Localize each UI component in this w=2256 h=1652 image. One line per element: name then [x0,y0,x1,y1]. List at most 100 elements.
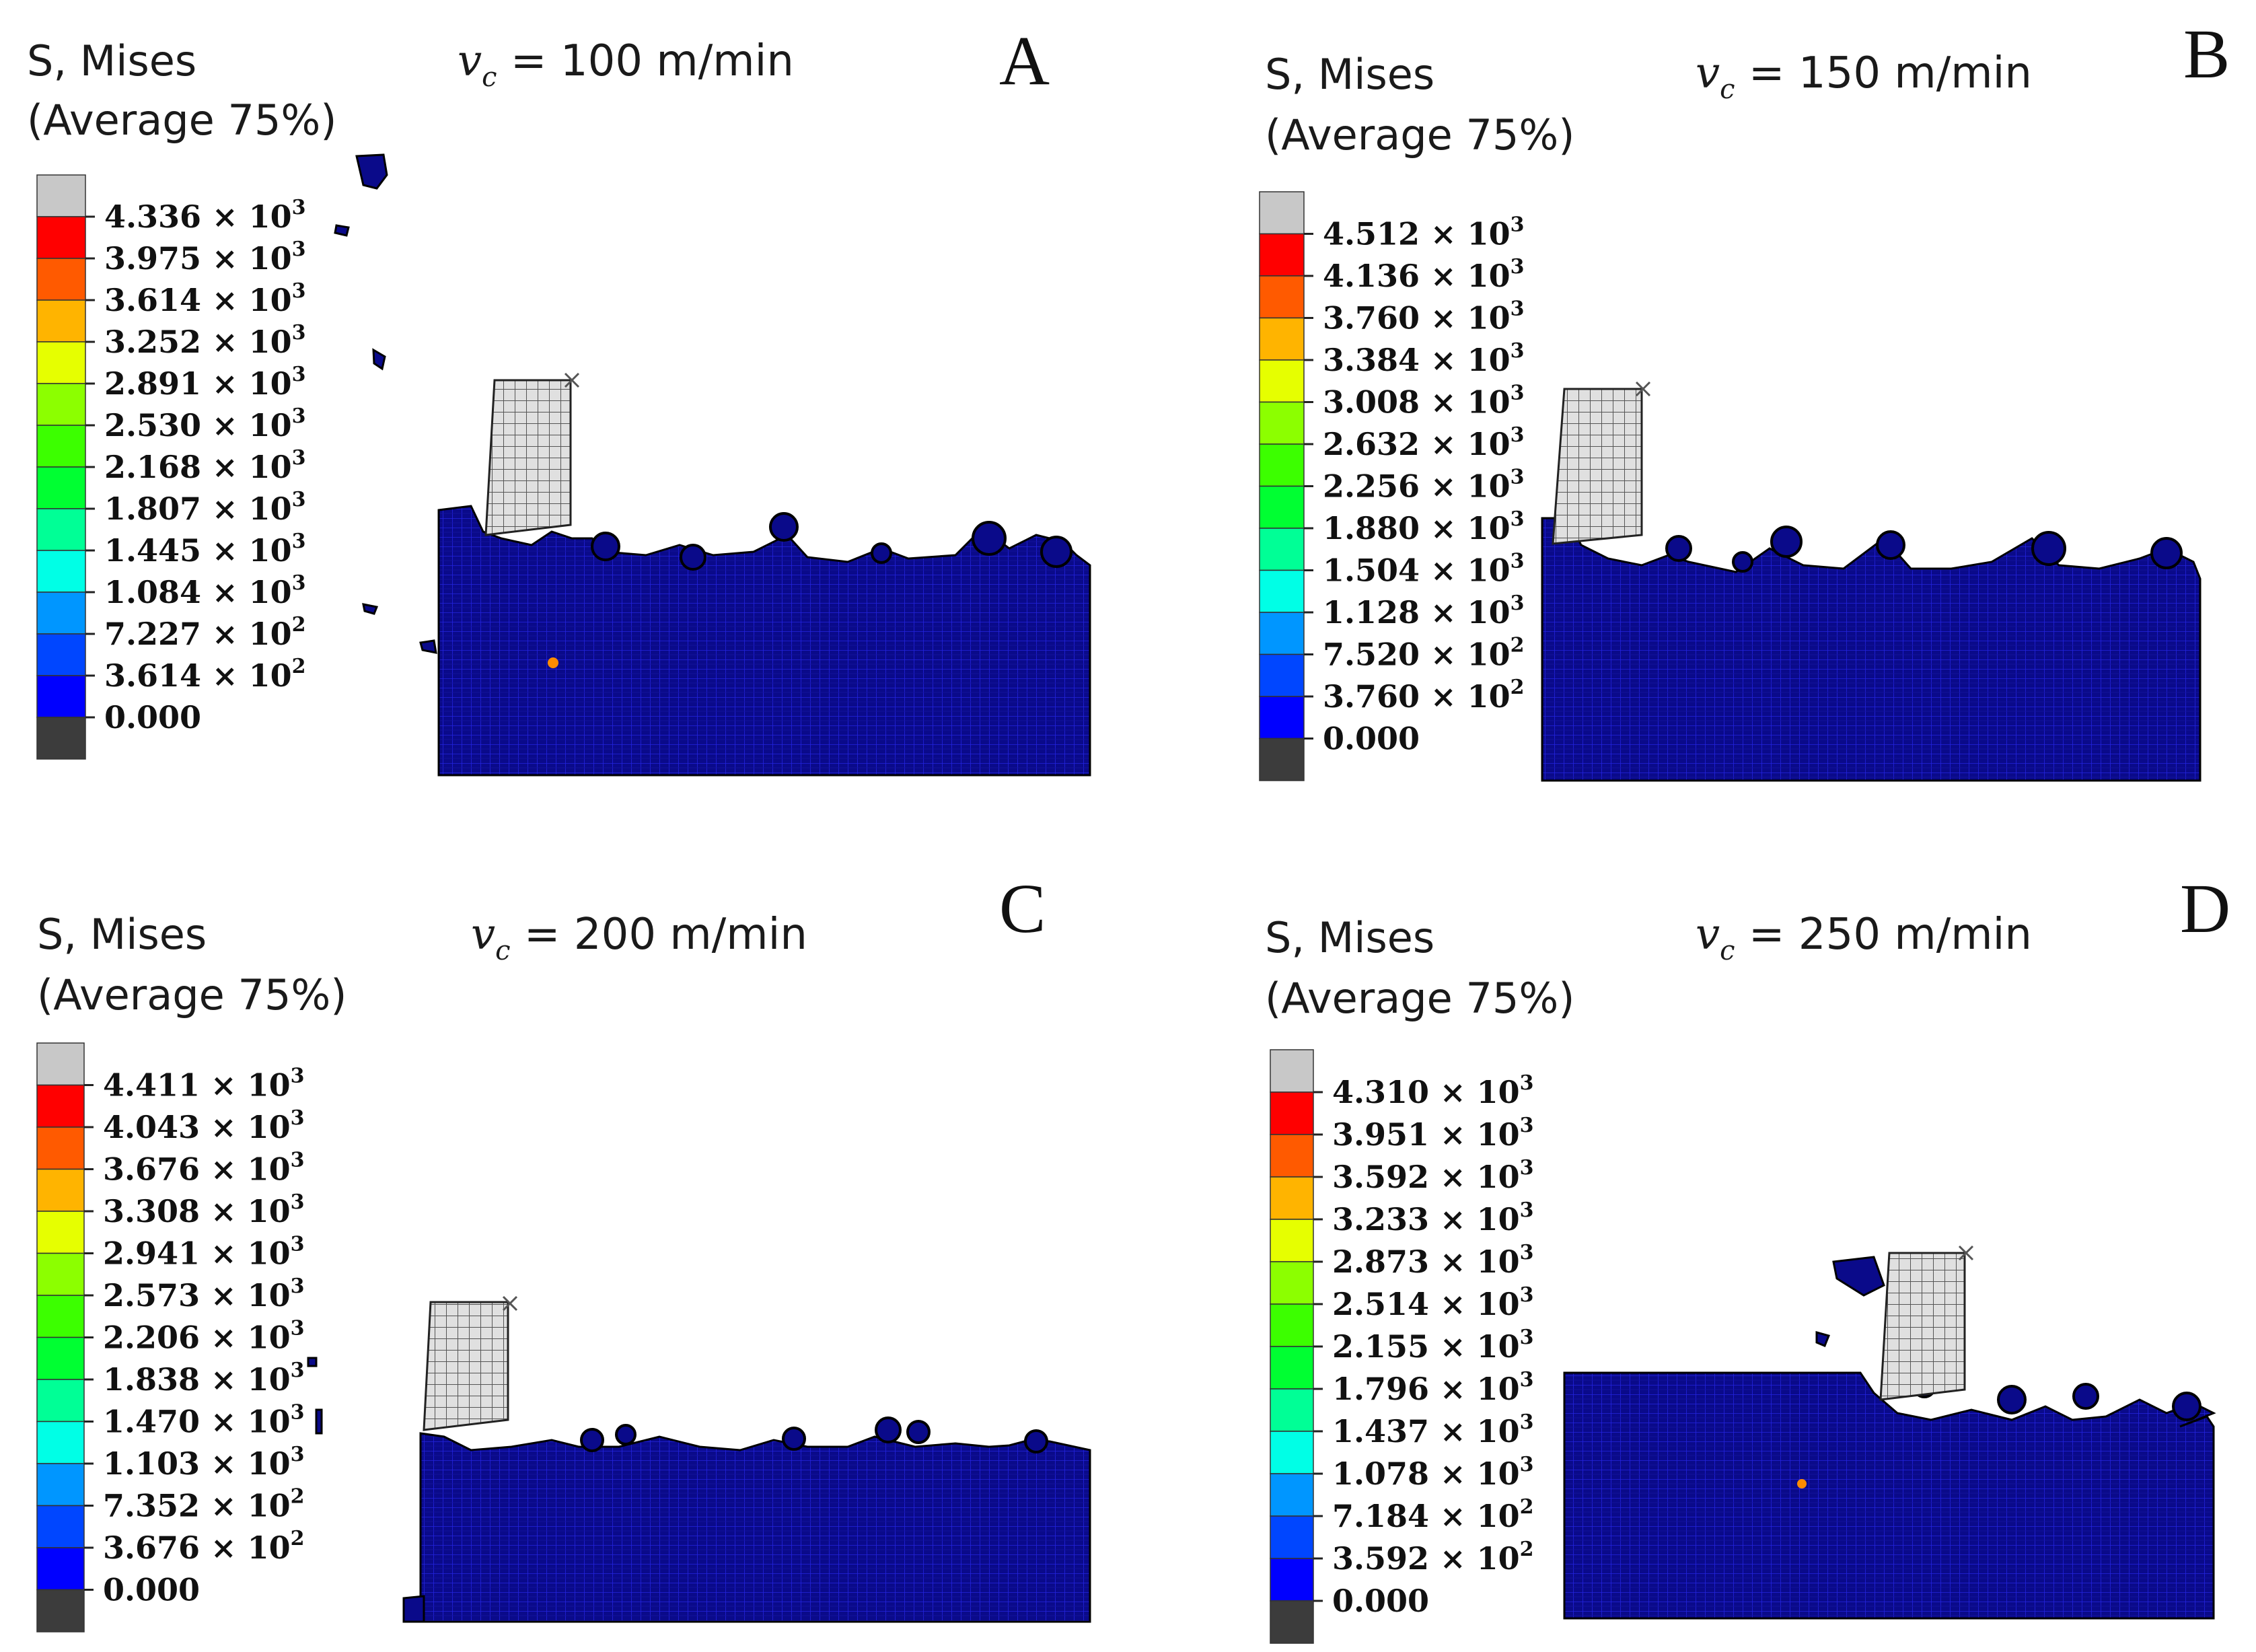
colorbar-segment [1259,653,1305,697]
colorbar-label: 7.520 × 102 [1323,634,1525,673]
colorbar-segment [36,550,86,593]
cutting-speed-label: vc = 150 m/min [1696,48,2032,105]
colorbar-label: 7.352 × 102 [103,1485,305,1524]
colorbar-segment [1270,1473,1314,1517]
colorbar-label: 1.078 × 103 [1332,1453,1534,1492]
colorbar-label: 0.000 [1332,1583,1429,1619]
colorbar-label: 3.676 × 103 [103,1149,305,1188]
colorbar-segment [1270,1431,1314,1474]
colorbar-label: 2.514 × 103 [1332,1283,1534,1322]
panel-letter: C [999,870,1046,947]
colorbar-segment [36,1379,85,1423]
colorbar-label: 2.530 × 103 [104,404,306,443]
chip-fragment [402,1595,425,1623]
colorbar-segment [36,299,86,343]
colorbar-segment [36,1547,85,1591]
colorbar-segment [36,1463,85,1507]
colorbar-label: 1.838 × 103 [103,1359,305,1398]
chip-fragment [307,1357,318,1367]
colorbar-label: 2.573 × 103 [103,1274,305,1314]
colorbar-segment [36,1042,85,1086]
colorbar-segment [1259,528,1305,571]
colorbar-label: 4.512 × 103 [1323,213,1525,252]
legend-subtitle: (Average 75%) [37,970,347,1019]
colorbar-label: 1.880 × 103 [1323,507,1525,546]
colorbar-segment [36,675,86,718]
colorbar-segment [1270,1219,1314,1262]
chip-fragment [1832,1256,1885,1297]
panel-d: S, Mises (Average 75%) vc = 250 m/min D … [1265,870,2230,1644]
colorbar-label: 1.103 × 103 [103,1443,305,1482]
colorbar-segment [36,1252,85,1296]
colorbar-segment [1270,1303,1314,1347]
legend-subtitle: (Average 75%) [27,96,337,145]
colorbar-label: 1.084 × 103 [104,571,306,610]
colorbar-segment [1259,443,1305,487]
legend-subtitle: (Average 75%) [1265,110,1575,159]
colorbar-label: 2.891 × 103 [104,363,306,402]
chip-fragment [419,639,437,654]
colorbar-label: 1.504 × 103 [1323,550,1525,589]
hot-spot [548,657,558,668]
colorbar-segment [36,174,86,217]
chip-fragment [362,603,379,615]
colorbar-label: 3.384 × 103 [1323,339,1525,378]
colorbar-label: 0.000 [103,1572,200,1608]
cutting-speed-label: vc = 200 m/min [471,910,807,966]
colorbar-segment [36,1168,85,1212]
cutting-tool [1552,381,1651,545]
colorbar-label: 3.008 × 103 [1323,382,1525,421]
colorbar-segment [1259,569,1305,613]
colorbar-segment [36,1084,85,1128]
chip-fragment [355,153,388,190]
colorbar-label: 3.308 × 103 [103,1190,305,1229]
colorbar-label: 4.411 × 103 [103,1065,305,1104]
colorbar-segment [36,1295,85,1338]
colorbar-label: 2.155 × 103 [1332,1326,1534,1365]
panel-c: S, Mises (Average 75%) vc = 200 m/min C … [36,870,1091,1632]
colorbar-segment [36,425,86,468]
workpiece [1563,1371,2216,1620]
chip-fragment [372,348,386,371]
colorbar-segment [1270,1049,1314,1093]
colorbar-segment [1259,612,1305,655]
colorbar-segment [36,1589,85,1632]
colorbar-label: 3.233 × 103 [1332,1198,1534,1237]
workpiece [419,1432,1091,1623]
colorbar-label: 3.614 × 102 [104,655,306,694]
colorbar-label: 4.043 × 103 [103,1106,305,1145]
colorbar-segment [36,466,86,509]
colorbar-label: 1.470 × 103 [103,1401,305,1440]
panel-letter: D [2180,870,2230,947]
colorbar-label: 2.632 × 103 [1323,423,1525,462]
colorbar-label: 4.310 × 103 [1332,1071,1534,1110]
legend-title: S, Mises [1265,50,1434,99]
colorbar-segment [1259,359,1305,403]
colorbar-segment [36,1126,85,1170]
colorbar-segment [36,1421,85,1464]
cutting-speed-label: vc = 250 m/min [1696,910,2032,966]
colorbar-label: 7.227 × 102 [104,613,306,652]
cutting-tool [423,1295,518,1431]
colorbar-label: 3.975 × 103 [104,238,306,277]
colorbar-label: 3.614 × 103 [104,279,306,318]
colorbar-segment [36,1336,85,1380]
chip-curls [580,1416,1048,1453]
colorbar-segment [36,508,86,551]
colorbar-segment [1270,1134,1314,1178]
colorbar-segment [1259,191,1305,235]
colorbar-segment [1270,1176,1314,1220]
colorbar-label: 2.941 × 103 [103,1233,305,1272]
colorbar-segment [1270,1600,1314,1644]
colorbar-label: 1.128 × 103 [1323,591,1525,631]
panel-b: S, Mises (Average 75%) vc = 150 m/min B … [1259,15,2230,782]
colorbar-segment [1259,401,1305,445]
colorbar-segment [1270,1388,1314,1432]
colorbar-segment [1270,1261,1314,1305]
colorbar-segment [36,1211,85,1254]
colorbar-segment [1259,317,1305,361]
panel-a: S, Mises (Average 75%) vc = 100 m/min A … [27,22,1091,777]
colorbar-label: 3.760 × 103 [1323,297,1525,336]
